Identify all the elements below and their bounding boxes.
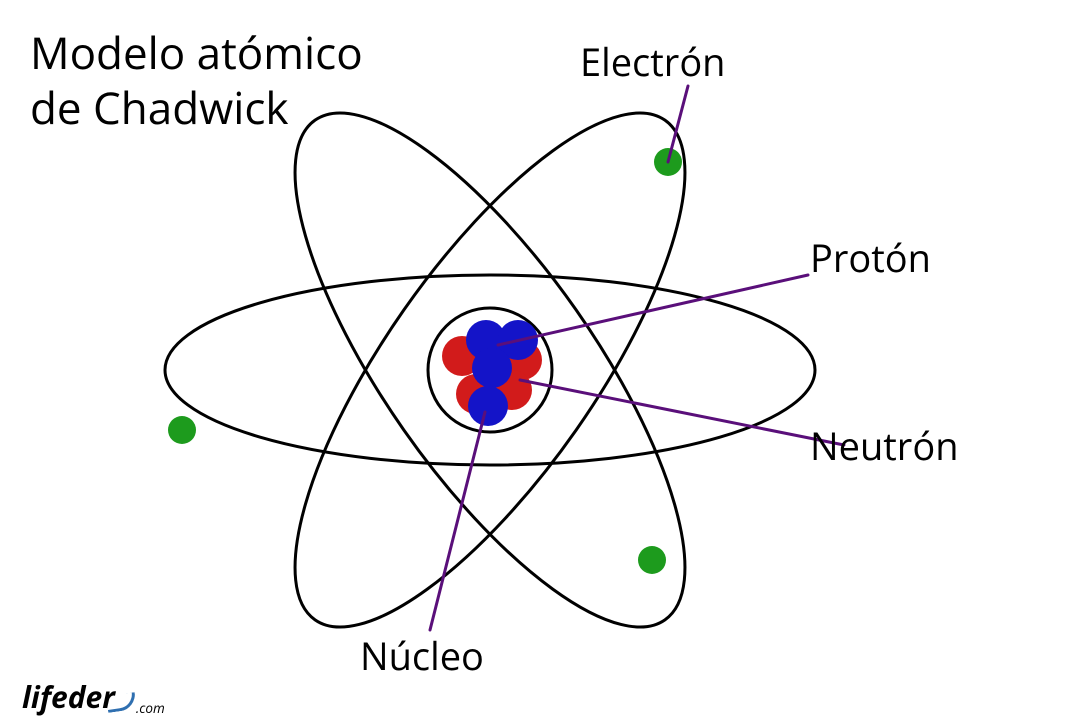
lifeder-logo: lifeder .com: [22, 676, 167, 717]
logo-text: lifeder: [22, 676, 115, 717]
atom-diagram: [0, 0, 1068, 724]
label-electron: Electrón: [580, 36, 726, 88]
label-nucleus: Núcleo: [360, 630, 484, 682]
leader-line: [498, 275, 808, 345]
label-proton: Protón: [810, 232, 931, 284]
electron-particle: [168, 416, 196, 444]
logo-swoosh-icon: [106, 692, 137, 713]
leader-line: [520, 380, 844, 445]
electrons-group: [168, 148, 682, 574]
nucleus-group: [428, 308, 552, 432]
logo-subtext: .com: [136, 699, 165, 717]
neutron-particle: [468, 386, 508, 426]
electron-particle: [638, 546, 666, 574]
neutron-particle: [472, 348, 512, 388]
label-neutron: Neutrón: [810, 420, 959, 472]
